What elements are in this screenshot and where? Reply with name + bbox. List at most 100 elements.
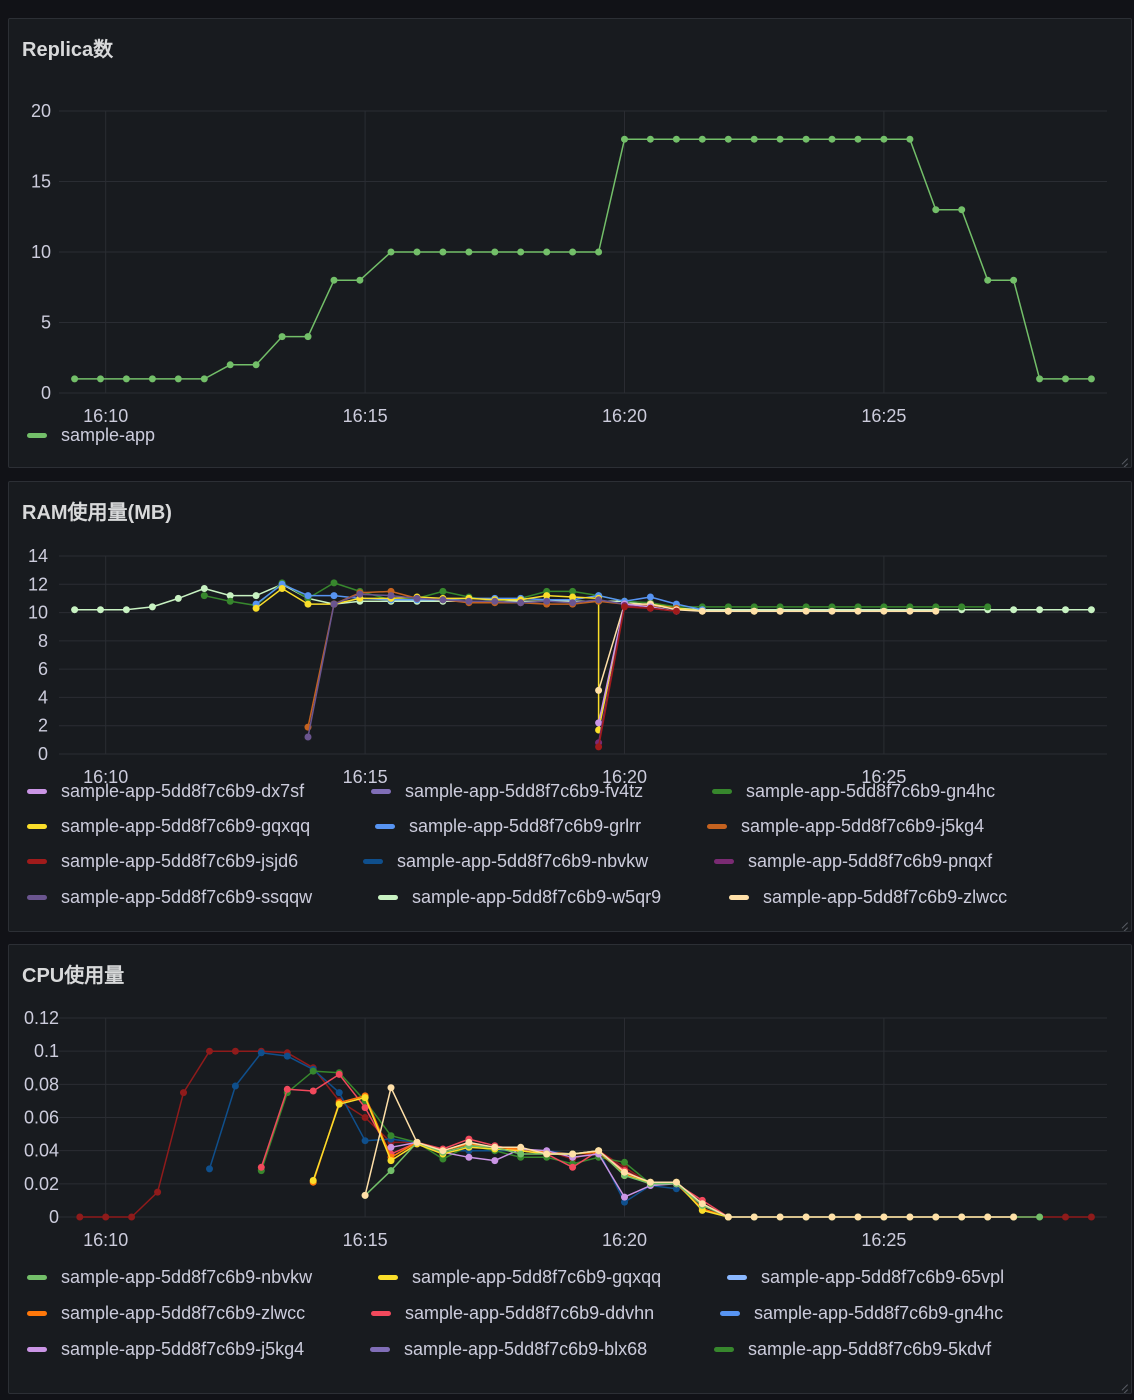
legend-item-gqxqq[interactable]: sample-app-5dd8f7c6b9-gqxqq bbox=[378, 1267, 661, 1287]
resize-handle[interactable] bbox=[1116, 916, 1128, 928]
legend-swatch bbox=[712, 788, 732, 794]
ram-chart: 0 2 4 6 8 10 12 14 16:10 16:15 16:20 16:25 bbox=[28, 546, 1107, 785]
data-point bbox=[413, 594, 421, 602]
legend-swatch bbox=[378, 1274, 398, 1280]
data-point bbox=[283, 1052, 291, 1060]
data-point bbox=[226, 597, 234, 605]
panel-title[interactable]: CPU使用量 bbox=[22, 965, 125, 987]
legend-item-sample-app[interactable]: sample-app bbox=[27, 425, 155, 445]
legend-item-zlwcc[interactable]: sample-app-5dd8f7c6b9-zlwcc bbox=[729, 887, 1007, 907]
legend-item-jsjd6[interactable]: sample-app-5dd8f7c6b9-jsjd6 bbox=[27, 851, 298, 871]
legend-item-65vpl[interactable]: sample-app-5dd8f7c6b9-65vpl bbox=[727, 1267, 1004, 1287]
data-point bbox=[148, 375, 156, 383]
data-point bbox=[906, 607, 914, 615]
data-point bbox=[330, 276, 338, 284]
data-point bbox=[595, 1147, 603, 1155]
data-point bbox=[517, 599, 525, 607]
y-tick-label: 20 bbox=[31, 101, 51, 121]
legend-item-gqxqq[interactable]: sample-app-5dd8f7c6b9-gqxqq bbox=[27, 816, 310, 836]
data-point bbox=[517, 1143, 525, 1151]
legend-item-ddvhn[interactable]: sample-app-5dd8f7c6b9-ddvhn bbox=[371, 1303, 654, 1323]
resize-handle[interactable] bbox=[1116, 1378, 1128, 1390]
legend-item-fv4tz[interactable]: sample-app-5dd8f7c6b9-fv4tz bbox=[371, 783, 643, 801]
y-tick-label: 6 bbox=[38, 659, 48, 679]
legend-item-j5kg4[interactable]: sample-app-5dd8f7c6b9-j5kg4 bbox=[707, 816, 984, 836]
series-line bbox=[74, 138, 1092, 380]
data-point bbox=[491, 1143, 499, 1151]
legend-item-nbvkw[interactable]: sample-app-5dd8f7c6b9-nbvkw bbox=[363, 851, 648, 871]
legend-item-ssqqw[interactable]: sample-app-5dd8f7c6b9-ssqqw bbox=[27, 887, 312, 907]
data-point bbox=[361, 1094, 369, 1102]
data-point bbox=[646, 593, 654, 601]
y-tick-label: 0.02 bbox=[24, 1174, 59, 1194]
data-point bbox=[304, 733, 312, 741]
legend-label: sample-app-5dd8f7c6b9-gqxqq bbox=[61, 815, 311, 836]
y-tick-label: 0.04 bbox=[24, 1141, 59, 1161]
legend-label: sample-app-5dd8f7c6b9-nbvkw bbox=[61, 1267, 313, 1287]
legend-item-nbvkw[interactable]: sample-app-5dd8f7c6b9-nbvkw bbox=[27, 1267, 312, 1287]
data-point bbox=[387, 1132, 395, 1140]
legend-label: sample-app bbox=[61, 424, 156, 445]
legend-item-j5kg4[interactable]: sample-app-5dd8f7c6b9-j5kg4 bbox=[27, 1339, 304, 1359]
ram-legend-scroll[interactable]: sample-app-5dd8f7c6b9-dx7sf sample-app-5… bbox=[9, 783, 1131, 915]
legend-swatch bbox=[378, 894, 398, 900]
data-point bbox=[646, 135, 654, 143]
legend-swatch bbox=[727, 1274, 747, 1280]
data-point bbox=[776, 1213, 784, 1221]
data-point bbox=[1036, 375, 1044, 383]
legend-item-w5qr9[interactable]: sample-app-5dd8f7c6b9-w5qr9 bbox=[378, 887, 661, 907]
legend-item-5kdvf[interactable]: sample-app-5dd8f7c6b9-5kdvf bbox=[714, 1339, 991, 1359]
legend-label: sample-app-5dd8f7c6b9-zlwcc bbox=[61, 1302, 306, 1323]
data-point bbox=[1087, 375, 1095, 383]
data-point bbox=[517, 1150, 525, 1158]
legend-label: sample-app-5dd8f7c6b9-zlwcc bbox=[763, 886, 1008, 907]
data-point bbox=[621, 135, 628, 143]
x-tick-label: 16:10 bbox=[83, 767, 128, 785]
panel-title[interactable]: Replica数 bbox=[22, 39, 114, 61]
data-point bbox=[309, 1087, 317, 1095]
data-point bbox=[439, 1147, 447, 1155]
series bbox=[595, 600, 680, 727]
legend-swatch bbox=[720, 1310, 740, 1316]
data-point bbox=[543, 1150, 551, 1158]
cpu-legend-scroll[interactable]: sample-app-5dd8f7c6b9-nbvkw sample-app-5… bbox=[9, 1267, 1131, 1393]
data-point bbox=[932, 206, 940, 214]
data-point bbox=[200, 592, 208, 600]
data-point bbox=[356, 276, 364, 284]
data-point bbox=[828, 1213, 836, 1221]
data-point bbox=[1036, 1213, 1044, 1221]
data-point bbox=[231, 1047, 239, 1055]
legend-item-gn4hc[interactable]: sample-app-5dd8f7c6b9-gn4hc bbox=[720, 1303, 1003, 1323]
data-point bbox=[356, 590, 364, 598]
resize-handle[interactable] bbox=[1116, 452, 1128, 464]
legend-item-dx7sf[interactable]: sample-app-5dd8f7c6b9-dx7sf bbox=[27, 783, 304, 801]
legend-label: sample-app-5dd8f7c6b9-w5qr9 bbox=[412, 886, 662, 907]
legend-label: sample-app-5dd8f7c6b9-j5kg4 bbox=[61, 1338, 305, 1359]
y-tick-label: 0 bbox=[38, 744, 48, 764]
legend-swatch bbox=[729, 894, 749, 900]
data-point bbox=[984, 276, 992, 284]
legend-item-zlwcc[interactable]: sample-app-5dd8f7c6b9-zlwcc bbox=[27, 1303, 305, 1323]
legend-item-pnqxf[interactable]: sample-app-5dd8f7c6b9-pnqxf bbox=[714, 851, 992, 871]
series bbox=[595, 600, 940, 694]
data-point bbox=[828, 135, 836, 143]
data-point bbox=[387, 592, 395, 600]
x-tick-label: 16:20 bbox=[602, 406, 647, 426]
legend-item-grlrr[interactable]: sample-app-5dd8f7c6b9-grlrr bbox=[375, 816, 641, 836]
data-point bbox=[252, 361, 260, 369]
legend-item-gn4hc[interactable]: sample-app-5dd8f7c6b9-gn4hc bbox=[712, 783, 995, 801]
data-point bbox=[97, 375, 104, 383]
data-point bbox=[854, 1213, 862, 1221]
data-point bbox=[257, 1163, 265, 1171]
grid bbox=[59, 555, 1107, 755]
data-point bbox=[439, 596, 447, 604]
data-point bbox=[206, 1047, 213, 1055]
y-tick-label: 2 bbox=[38, 716, 48, 736]
replica-chart: 0 5 10 15 20 16:10 16:15 16:20 16:25 bbox=[31, 101, 1107, 426]
panel-title[interactable]: RAM使用量(MB) bbox=[22, 502, 172, 524]
data-point bbox=[1062, 606, 1069, 614]
legend-item-blx68[interactable]: sample-app-5dd8f7c6b9-blx68 bbox=[370, 1339, 647, 1359]
data-point bbox=[330, 600, 338, 608]
data-point bbox=[595, 686, 603, 694]
legend-label: sample-app-5dd8f7c6b9-pnqxf bbox=[748, 850, 993, 871]
